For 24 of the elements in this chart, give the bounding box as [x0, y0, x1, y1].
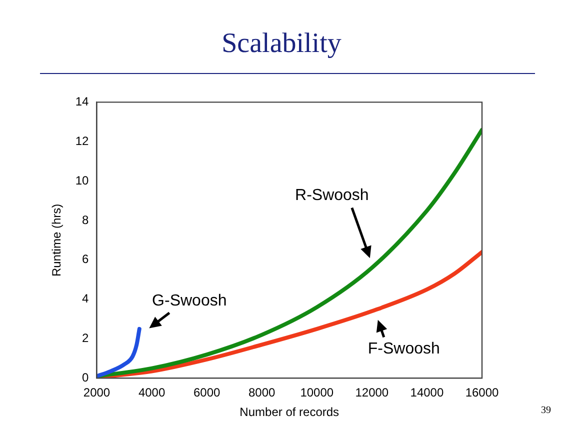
x-tick-label: 16000 — [465, 386, 500, 400]
y-tick-label: 0 — [82, 370, 90, 385]
y-tick-label: 14 — [75, 94, 90, 109]
text: 39 — [541, 405, 551, 416]
y-tick-label: 10 — [75, 173, 90, 188]
x-tick-label: 10000 — [300, 386, 334, 400]
series-label: G-Swoosh — [152, 292, 227, 310]
x-tick-label: 2000 — [83, 386, 110, 400]
y-tick-label: 4 — [82, 292, 90, 306]
x-axis-title: Number of records — [240, 405, 340, 420]
x-tick-label: 14000 — [410, 386, 444, 400]
y-tick-label: 2 — [82, 331, 90, 346]
line-series — [96, 326, 142, 378]
y-tick-label: 6 — [82, 252, 90, 266]
x-tick-label: 6000 — [193, 386, 220, 400]
chart-title: Scalability — [220, 28, 342, 60]
y-axis-title: Runtime (hrs) — [50, 204, 64, 277]
y-tick-label: 8 — [82, 212, 90, 227]
series-label: F-Swoosh — [368, 340, 440, 358]
y-tick-label: 12 — [75, 134, 90, 148]
text: R-Swoosh — [295, 187, 369, 204]
x-tick-label: 12000 — [355, 386, 389, 400]
x-tick-label: 8000 — [248, 386, 276, 400]
x-tick-label: 4000 — [138, 386, 166, 400]
